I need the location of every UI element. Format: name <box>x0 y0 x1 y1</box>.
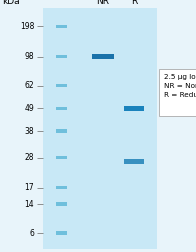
Text: 6: 6 <box>29 229 34 238</box>
Text: R: R <box>131 0 137 6</box>
Text: 17: 17 <box>25 183 34 192</box>
Text: NR: NR <box>96 0 109 6</box>
Bar <box>56 130 67 133</box>
Bar <box>56 186 67 190</box>
FancyBboxPatch shape <box>159 69 196 116</box>
Text: 198: 198 <box>20 22 34 31</box>
Text: 62: 62 <box>25 81 34 90</box>
Bar <box>124 159 144 164</box>
Text: 49: 49 <box>24 104 34 113</box>
Text: 38: 38 <box>25 127 34 136</box>
Bar <box>56 25 67 28</box>
Bar <box>56 55 67 58</box>
Text: kDa: kDa <box>2 0 20 6</box>
Text: 28: 28 <box>25 153 34 162</box>
Bar <box>56 231 67 235</box>
Bar <box>124 106 144 111</box>
Bar <box>56 156 67 159</box>
Bar <box>56 203 67 206</box>
Text: 2.5 μg loading
NR = Non-reduced
R = Reduced: 2.5 μg loading NR = Non-reduced R = Redu… <box>164 74 196 98</box>
Text: 14: 14 <box>25 200 34 209</box>
Bar <box>92 54 114 59</box>
Text: 98: 98 <box>25 52 34 61</box>
Bar <box>56 107 67 110</box>
Bar <box>43 8 157 249</box>
Bar <box>56 84 67 87</box>
